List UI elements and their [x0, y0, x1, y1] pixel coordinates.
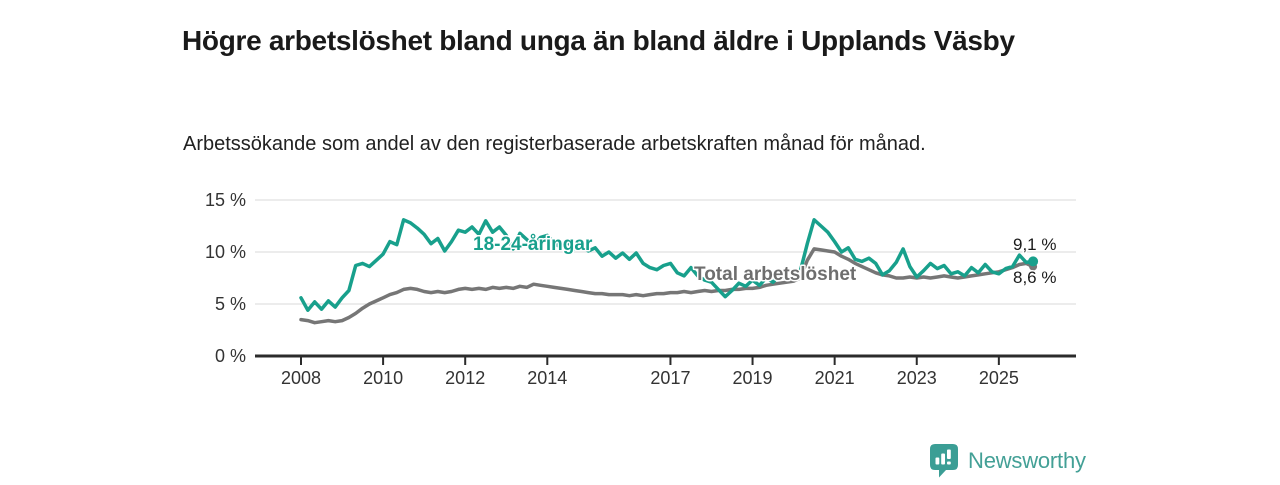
- x-tick-label: 2017: [650, 368, 690, 388]
- series-label-18-24: 18-24-åringar: [473, 234, 593, 255]
- x-tick-label: 2023: [897, 368, 937, 388]
- brand-footer: Newsworthy: [930, 444, 1086, 478]
- chart-subtitle: Arbetssökande som andel av den registerb…: [183, 133, 926, 155]
- series-label-total: Total arbetslöshet: [694, 264, 857, 285]
- series-end-dots: [1028, 256, 1039, 271]
- y-tick-label: 0 %: [215, 346, 246, 366]
- x-axis-ticks: [300, 357, 1000, 365]
- gridlines: [255, 199, 1076, 305]
- end-value-label-total: 8,6 %: [1013, 268, 1056, 287]
- x-tick-label: 2008: [281, 368, 321, 388]
- newsworthy-chart-bubble-icon: [930, 444, 958, 478]
- end-dot-18-24: [1028, 256, 1039, 267]
- y-axis-labels: 0 % 5 % 10 % 15 %: [205, 190, 246, 366]
- x-tick-label: 2012: [445, 368, 485, 388]
- brand-name: Newsworthy: [968, 448, 1086, 473]
- series-line-18-24-åringar: [299, 218, 1035, 312]
- y-tick-label: 10 %: [205, 242, 246, 262]
- y-tick-label: 15 %: [205, 190, 246, 210]
- x-tick-label: 2021: [815, 368, 855, 388]
- x-tick-label: 2010: [363, 368, 403, 388]
- end-value-label-18-24: 9,1 %: [1013, 235, 1056, 254]
- x-axis-labels: 2008 2010 2012 2014 2017 2019 2021 2023 2025: [281, 368, 1019, 388]
- series-lines: [299, 218, 1035, 325]
- page-title: Högre arbetslöshet bland unga än bland ä…: [182, 24, 1015, 56]
- series-line-total-arbetslöshet: [299, 247, 1035, 325]
- y-tick-label: 5 %: [215, 294, 246, 314]
- x-tick-label: 2014: [527, 368, 567, 388]
- x-tick-label: 2025: [979, 368, 1019, 388]
- x-tick-label: 2019: [733, 368, 773, 388]
